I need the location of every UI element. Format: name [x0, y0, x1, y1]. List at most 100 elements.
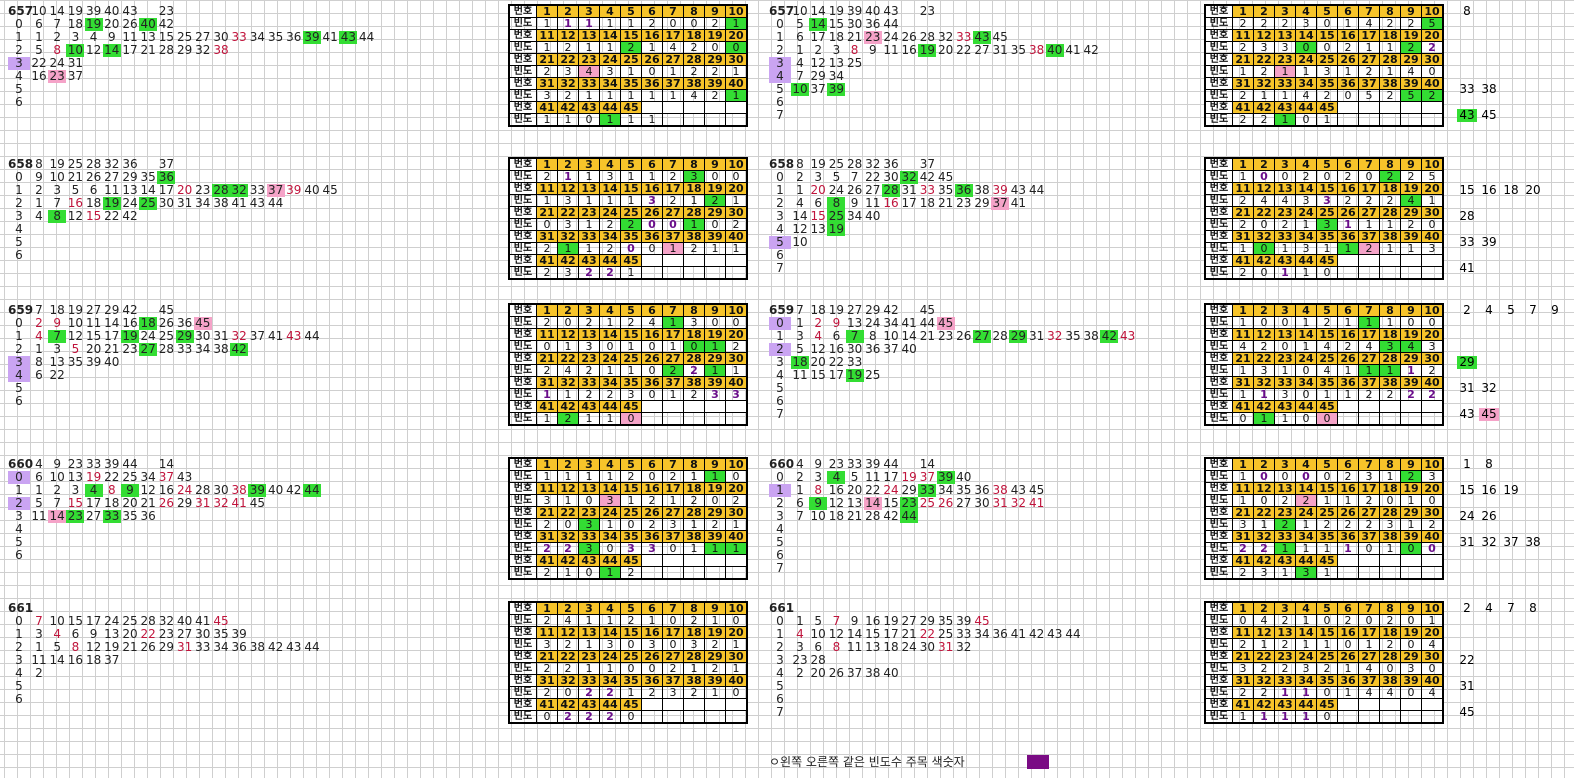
freq-row: 빈도 2 4 2 1 1 0 2 2 1 1: [508, 364, 748, 377]
freq-row: 빈도 2 1 0 1 2: [508, 566, 748, 580]
number-header-cell: [683, 254, 705, 267]
freq-cell: 0: [599, 542, 621, 555]
base-number: 7: [796, 303, 804, 317]
number-cell: 20: [176, 183, 193, 197]
freq-cell: 1: [704, 364, 726, 377]
base-number: 25: [828, 157, 845, 171]
side-number: 29: [1457, 356, 1477, 369]
number-cell: 18: [139, 316, 158, 330]
number-header-cell: 25: [620, 53, 642, 66]
number-header-cell: 11: [1232, 626, 1254, 639]
number-row-label: 번호: [508, 4, 537, 18]
number-header-cell: 18: [683, 482, 705, 495]
number-header-cell: 40: [725, 77, 748, 90]
freq-cell: 1: [1337, 542, 1359, 555]
number-cell: 19: [883, 614, 899, 628]
number-header-cell: 5: [1316, 601, 1338, 615]
number-row-label: 번호: [1204, 457, 1233, 471]
freq-cell: 2: [1274, 518, 1296, 531]
row-label: 4: [776, 666, 784, 680]
freq-cell: 0: [1232, 614, 1254, 627]
number-cell: 3: [71, 483, 80, 497]
number-cell: 29: [176, 496, 193, 510]
number-cell: 6: [35, 470, 43, 484]
number-header-cell: [1358, 400, 1380, 413]
number-header-cell: 29: [704, 352, 726, 365]
frequency-table-left: 번호 1 2 3 4 5 6 7 8 9 10 빈도 2 4 1 1 2 1 0 2 1 0 번호 11 12 13 14 15 16 1…: [508, 601, 748, 724]
base-number: 10: [792, 4, 808, 18]
number-header-cell: 15: [1316, 482, 1338, 495]
freq-cell: 0: [536, 218, 558, 231]
number-header-cell: 32: [1253, 530, 1275, 543]
freq-cell: 4: [1316, 340, 1338, 353]
freq-cell: 2: [1421, 364, 1444, 377]
row-label: 5: [15, 82, 23, 96]
number-cell: 11: [31, 653, 47, 667]
freq-cell: 2: [1232, 686, 1254, 699]
freq-cell: [662, 710, 684, 724]
number-cell: 24: [104, 614, 120, 628]
number-cell: 28: [158, 43, 175, 57]
number-header-cell: 34: [1295, 376, 1317, 389]
side-number: 45: [1479, 408, 1499, 421]
freq-cell: 2: [536, 518, 558, 531]
number-header-cell: 35: [620, 230, 642, 243]
number-cell: 22: [140, 627, 156, 641]
number-header-cell: [725, 400, 748, 413]
number-header-cell: 37: [1358, 376, 1380, 389]
freq-row: 빈도 1 1 0 1 1 1: [508, 113, 748, 127]
row-label: 2: [776, 496, 784, 510]
number-cell: 11: [846, 640, 863, 654]
number-header-cell: 18: [1379, 182, 1401, 195]
freq-cell: 2: [683, 65, 705, 78]
number-header-cell: 43: [1274, 554, 1296, 567]
number-header-row: 번호 31 32 33 34 35 36 37 38 39 40: [508, 674, 748, 687]
base-number: 43: [122, 4, 138, 18]
freq-cell: 0: [641, 242, 663, 255]
base-number: 19: [828, 4, 845, 18]
number-header-cell: 21: [1232, 650, 1254, 663]
number-cell: 4: [814, 329, 822, 343]
freq-cell: 2: [1274, 662, 1296, 675]
freq-cell: 2: [599, 388, 621, 401]
number-header-cell: 32: [1253, 230, 1275, 243]
freq-row: 빈도 1 2 1 1 3 1 2 1 4 0: [1204, 65, 1444, 78]
freq-cell: 1: [620, 494, 642, 507]
base-number: 23: [158, 4, 175, 18]
freq-cell: 1: [1358, 218, 1380, 231]
freq-cell: 0: [1400, 686, 1422, 699]
freq-cell: 4: [578, 65, 600, 78]
number-header-cell: [1400, 698, 1422, 711]
freq-cell: 2: [557, 41, 579, 54]
number-header-row: 번호 1 2 3 4 5 6 7 8 9 10: [1204, 457, 1444, 471]
number-cell: 44: [1065, 627, 1081, 641]
number-cell: 20: [810, 666, 826, 680]
freq-cell: 1: [1379, 218, 1401, 231]
number-header-cell: [683, 400, 705, 413]
freq-cell: 1: [662, 340, 684, 353]
number-header-cell: 7: [662, 157, 684, 171]
number-header-cell: 26: [641, 352, 663, 365]
number-header-cell: 28: [1379, 650, 1401, 663]
number-cell: 7: [53, 196, 61, 210]
number-cell: 23: [900, 496, 919, 510]
number-header-cell: 3: [1274, 457, 1296, 471]
number-header-cell: [1337, 101, 1359, 114]
freq-cell: 3: [578, 542, 600, 555]
side-number: 43: [1459, 407, 1475, 421]
number-header-cell: 28: [1379, 53, 1401, 66]
number-header-cell: 36: [641, 230, 663, 243]
number-header-cell: [1358, 554, 1380, 567]
number-cell: 39: [303, 30, 321, 44]
number-header-cell: 42: [557, 101, 579, 114]
freq-cell: 2: [578, 710, 600, 724]
number-header-cell: 5: [620, 601, 642, 615]
number-cell: 4: [89, 30, 98, 44]
number-cell: 18: [791, 355, 809, 369]
number-cell: 24: [176, 483, 193, 497]
side-number: 19: [1503, 483, 1519, 497]
number-cell: 41: [231, 196, 247, 210]
freq-row-label: 빈도: [508, 218, 537, 231]
freq-row: 빈도 1 0 2 2 1 1 2 0 1 0: [1204, 494, 1444, 507]
number-header-cell: 9: [1400, 601, 1422, 615]
